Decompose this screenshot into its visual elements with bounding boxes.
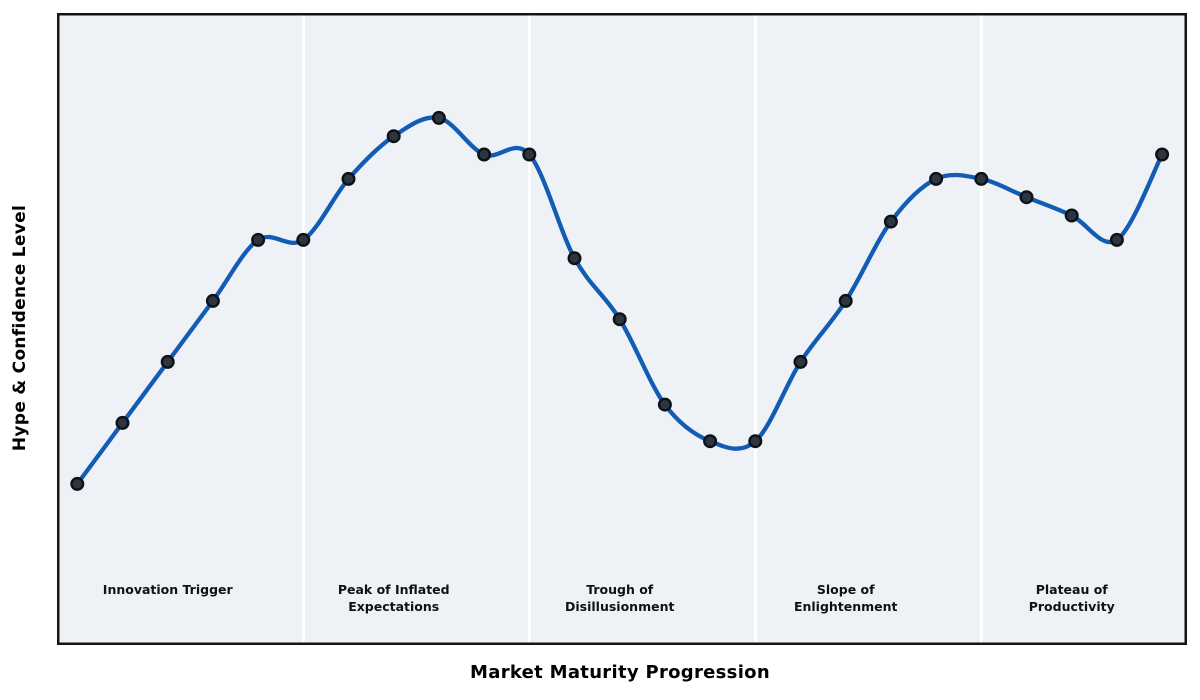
phase-label: Trough of Disillusionment (565, 582, 675, 614)
data-point-marker (341, 171, 356, 186)
data-point-marker (883, 214, 898, 229)
data-point-marker (1064, 208, 1079, 223)
data-point-marker (296, 232, 311, 247)
data-point-marker (1019, 190, 1034, 205)
data-point-marker (251, 232, 266, 247)
data-point-marker (567, 251, 582, 266)
data-point-marker (115, 415, 130, 430)
data-point-marker (1155, 147, 1170, 162)
data-point-marker (431, 110, 446, 125)
phase-label: Slope of Enlightenment (793, 582, 898, 614)
data-point-marker (974, 171, 989, 186)
phase-label: Innovation Trigger (102, 582, 233, 597)
data-point-marker (70, 476, 85, 491)
x-axis-label: Market Maturity Progression (470, 662, 770, 683)
data-point-marker (793, 354, 808, 369)
data-point-marker (386, 129, 401, 144)
data-point-marker (205, 293, 220, 308)
plot-background (57, 13, 1187, 645)
data-point-marker (657, 397, 672, 412)
phase-label: Plateau of Productivity (1028, 582, 1115, 614)
data-point-marker (838, 293, 853, 308)
data-point-marker (703, 434, 718, 449)
data-point-marker (522, 147, 537, 162)
data-point-marker (929, 171, 944, 186)
data-point-marker (748, 434, 763, 449)
y-axis-label: Hype & Confidence Level (10, 204, 30, 452)
plot-area (57, 13, 1187, 645)
data-point-marker (612, 312, 627, 327)
data-point-marker (160, 354, 175, 369)
data-point-marker (477, 147, 492, 162)
data-point-marker (1109, 232, 1124, 247)
phase-label: Peak of Inflated Expectations (337, 582, 450, 614)
